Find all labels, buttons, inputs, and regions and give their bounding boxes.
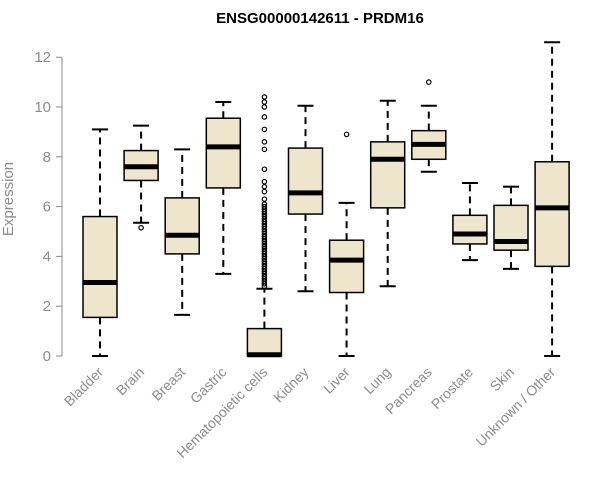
chart-title: ENSG00000142611 - PRDM16 [216, 10, 424, 27]
outlier-point [261, 166, 268, 173]
box-series [82, 41, 570, 358]
y-tick-label: 12 [34, 49, 51, 66]
outlier-point [261, 139, 268, 145]
outlier-point [343, 131, 350, 138]
outlier-point [138, 224, 144, 231]
x-tick-label: Prostate [428, 364, 476, 412]
box-skin [493, 185, 529, 270]
y-tick-label: 10 [34, 99, 51, 116]
x-tick-label: Bladder [61, 364, 107, 410]
y-axis-label: Expression [0, 162, 17, 236]
outlier-point [261, 203, 268, 210]
outlier-point [261, 196, 268, 202]
iqr-box [369, 141, 406, 209]
iqr-box [328, 239, 365, 294]
iqr-box [452, 214, 488, 245]
outlier-point [261, 94, 268, 100]
x-tick-label: Kidney [270, 364, 312, 406]
y-tick-label: 6 [43, 199, 51, 216]
box-breast [164, 148, 200, 316]
y-tick-label: 4 [43, 248, 51, 265]
iqr-box [205, 117, 242, 189]
box-gastric [205, 101, 242, 275]
outlier-point [425, 79, 432, 85]
y-tick-label: 2 [43, 298, 51, 315]
y-axis: 0 2 4 6 8 10 12 [34, 49, 63, 365]
iqr-box [246, 327, 283, 357]
x-tick-label: Lung [360, 364, 393, 397]
box-hematopoietic-cells [246, 94, 283, 358]
x-tick-label: Brain [113, 364, 147, 398]
outlier-point [261, 104, 268, 110]
box-brain [123, 124, 159, 231]
box-liver [328, 131, 365, 357]
x-tick-label: Liver [320, 364, 353, 397]
iqr-box [287, 147, 324, 215]
outlier-point [261, 114, 268, 120]
x-tick-label: Breast [148, 364, 188, 404]
box-unknown-other [534, 41, 570, 357]
outlier-point [261, 126, 268, 133]
box-prostate [452, 181, 488, 262]
outlier-point [261, 146, 268, 153]
box-lung [369, 99, 406, 288]
outlier-point [261, 188, 268, 195]
outlier-point [261, 99, 268, 105]
iqr-box [164, 197, 200, 255]
box-bladder [82, 128, 118, 357]
box-pancreas [411, 79, 447, 173]
y-tick-label: 8 [43, 149, 51, 166]
x-tick-label: Skin [487, 364, 518, 395]
outlier-point [261, 183, 268, 190]
iqr-box [534, 161, 570, 268]
y-tick-label: 0 [43, 348, 51, 365]
iqr-box [82, 215, 118, 319]
box-kidney [287, 104, 324, 293]
outlier-point [261, 178, 268, 185]
